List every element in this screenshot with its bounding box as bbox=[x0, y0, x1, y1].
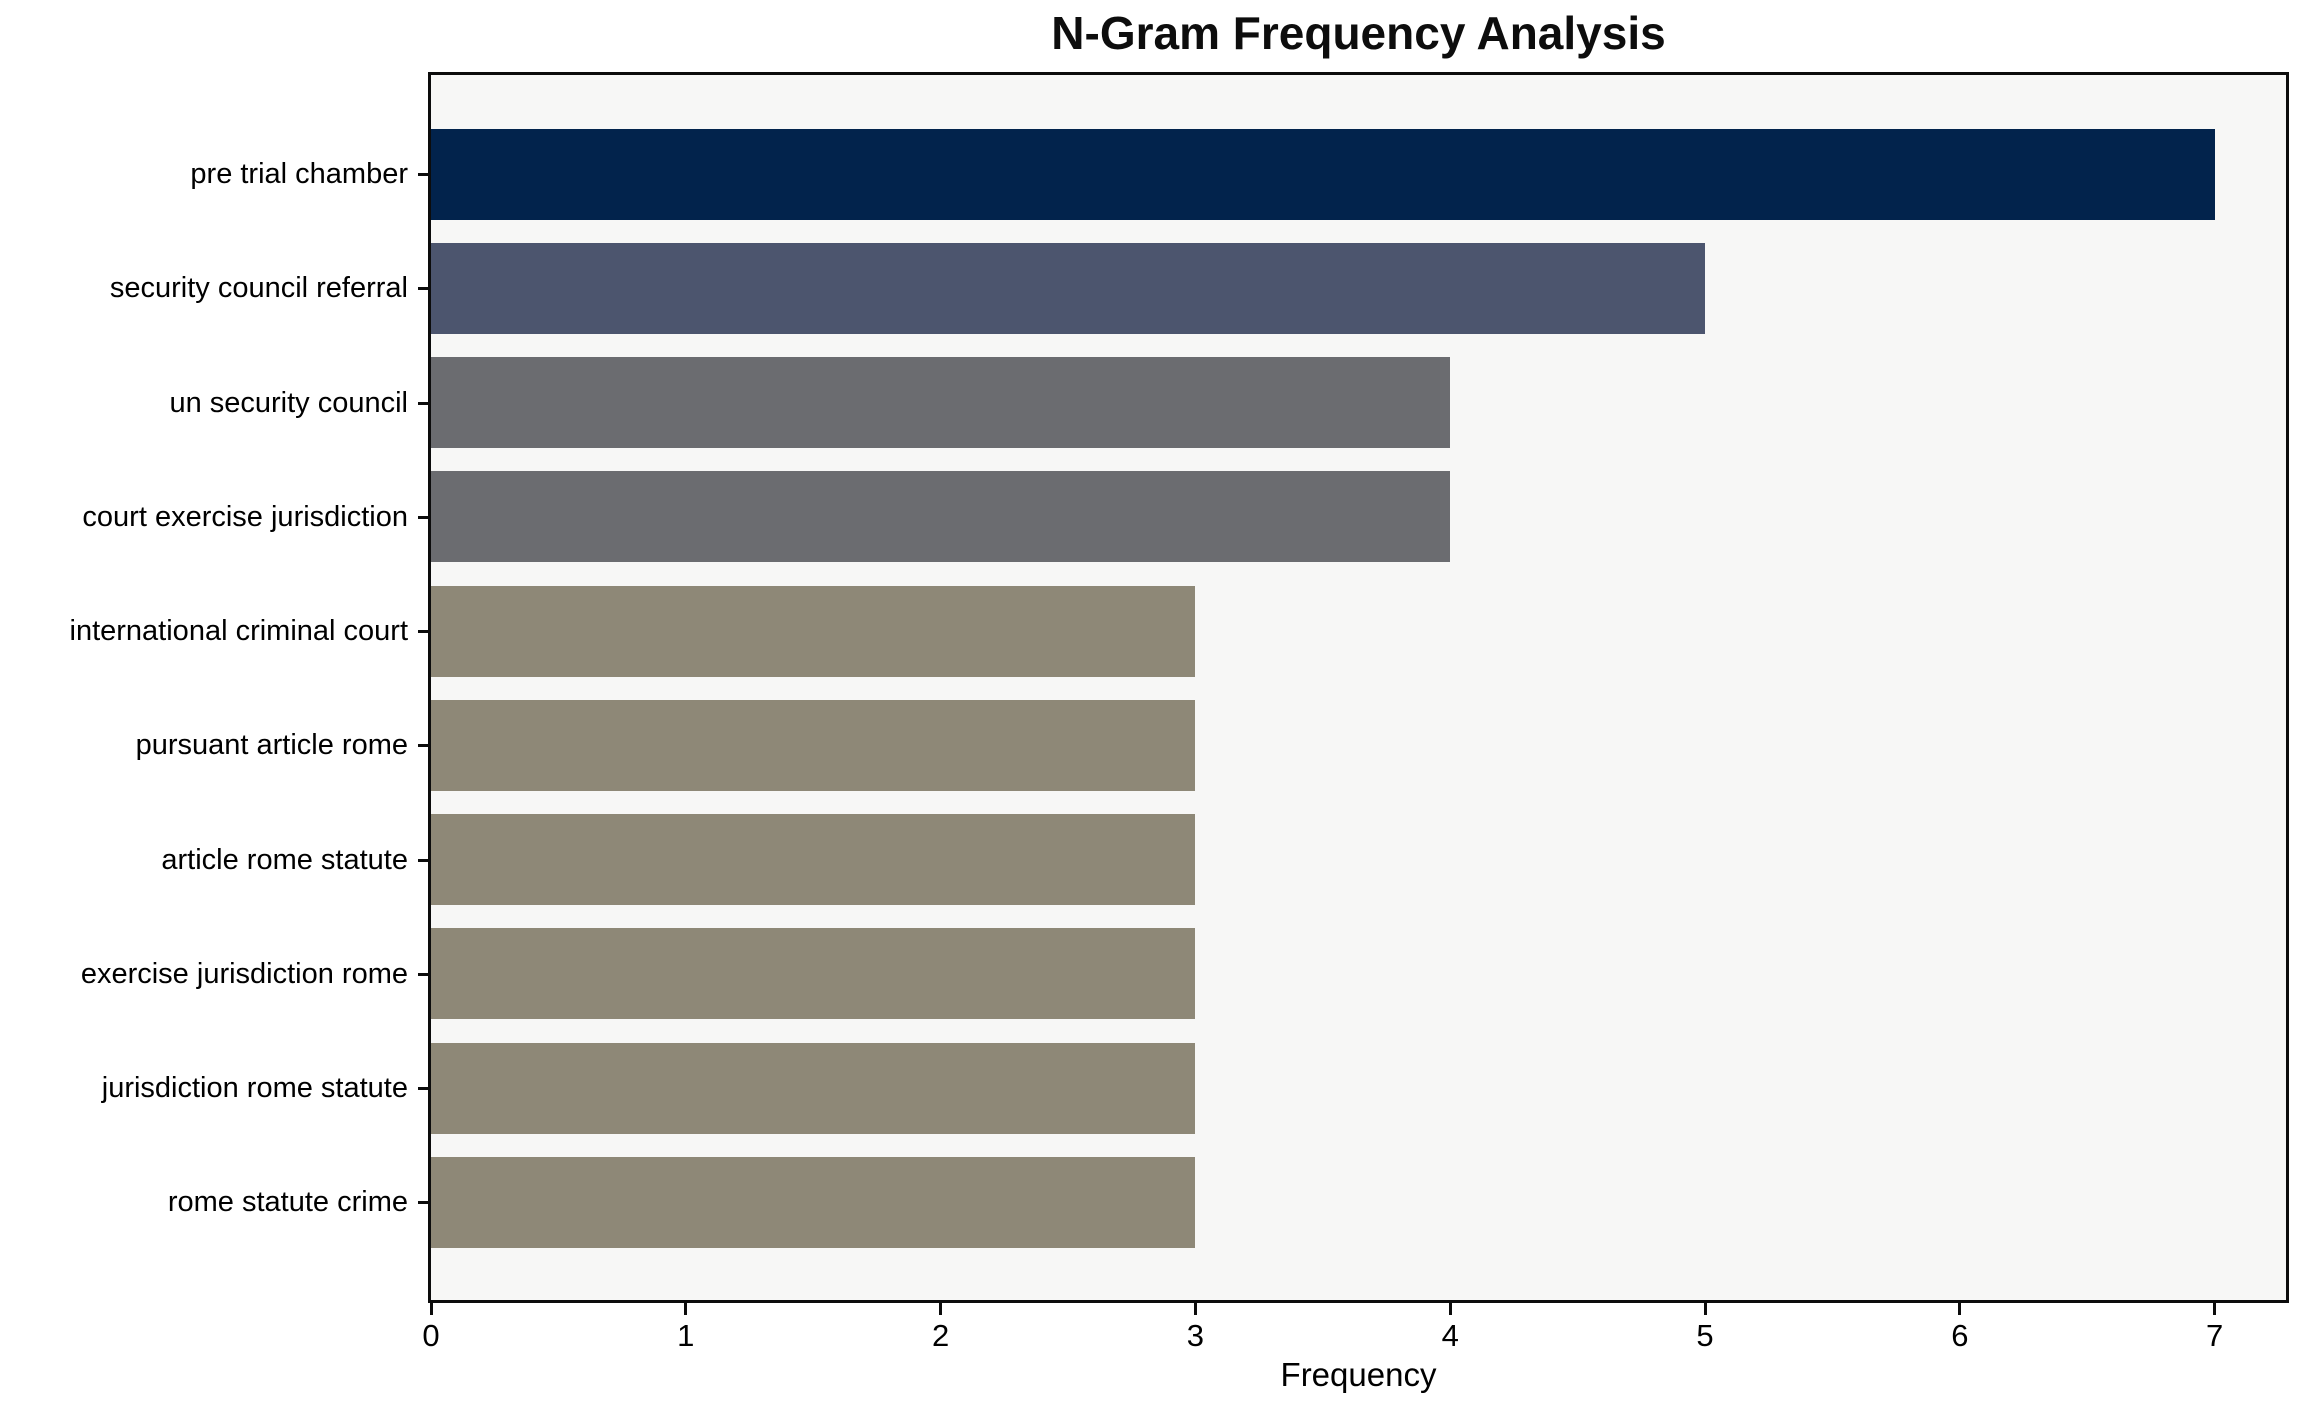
y-tick-label: article rome statute bbox=[161, 843, 408, 876]
plot-area bbox=[428, 72, 2289, 1303]
y-tick-mark bbox=[418, 287, 428, 291]
bar bbox=[431, 928, 1195, 1020]
bar bbox=[431, 1156, 1195, 1248]
x-tick-mark bbox=[1958, 1303, 1962, 1315]
bar bbox=[431, 128, 2215, 220]
y-tick-mark bbox=[418, 744, 428, 748]
y-tick-label: pursuant article rome bbox=[135, 729, 408, 762]
x-tick-mark bbox=[1703, 1303, 1707, 1315]
x-tick-label: 4 bbox=[1441, 1318, 1459, 1353]
y-tick-mark bbox=[418, 630, 428, 633]
x-tick-mark bbox=[429, 1303, 433, 1315]
y-tick-label: pre trial chamber bbox=[190, 158, 408, 190]
x-tick-label: 3 bbox=[1186, 1318, 1205, 1353]
y-tick-label: un security council bbox=[169, 386, 408, 419]
x-tick-mark bbox=[1193, 1303, 1197, 1315]
y-tick-label: international criminal court bbox=[69, 615, 408, 647]
bar bbox=[431, 814, 1195, 905]
bar bbox=[431, 585, 1195, 677]
bar bbox=[431, 471, 1450, 563]
x-tick-mark bbox=[2213, 1303, 2217, 1315]
x-tick-mark bbox=[1448, 1303, 1452, 1315]
bar bbox=[431, 1042, 1195, 1134]
y-tick-label: court exercise jurisdiction bbox=[82, 500, 408, 533]
x-tick-label: 0 bbox=[422, 1318, 440, 1353]
x-tick-mark bbox=[939, 1303, 943, 1315]
y-tick-mark bbox=[418, 1201, 428, 1205]
x-tick-label: 1 bbox=[677, 1318, 695, 1353]
x-tick-mark bbox=[684, 1303, 688, 1315]
y-tick-mark bbox=[418, 173, 428, 176]
y-tick-mark bbox=[418, 515, 428, 519]
x-tick-label: 6 bbox=[1951, 1318, 1969, 1353]
bar bbox=[431, 242, 1705, 334]
x-axis-title: Frequency bbox=[1280, 1356, 1437, 1393]
y-tick-label: exercise jurisdiction rome bbox=[80, 957, 408, 990]
y-tick-mark bbox=[418, 858, 428, 862]
y-tick-label: jurisdiction rome statute bbox=[101, 1072, 408, 1104]
y-tick-label: rome statute crime bbox=[167, 1186, 408, 1219]
bar bbox=[431, 699, 1195, 791]
chart-title: N-Gram Frequency Analysis bbox=[1051, 7, 1666, 59]
y-tick-mark bbox=[418, 972, 428, 976]
bar bbox=[431, 357, 1450, 448]
y-tick-label: security council referral bbox=[109, 272, 408, 305]
x-tick-label: 2 bbox=[931, 1318, 950, 1353]
x-tick-label: 5 bbox=[1696, 1318, 1714, 1353]
x-tick-label: 7 bbox=[2206, 1318, 2224, 1353]
y-tick-mark bbox=[418, 1087, 428, 1090]
y-tick-mark bbox=[418, 401, 428, 405]
